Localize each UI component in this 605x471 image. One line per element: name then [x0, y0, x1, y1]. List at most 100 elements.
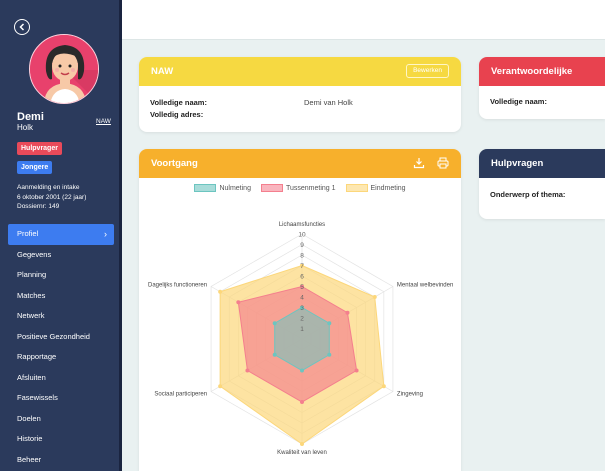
sidebar-item-label: Fasewissels: [17, 393, 58, 402]
legend-label: Eindmeting: [370, 184, 406, 192]
sidebar-item-historie[interactable]: Historie: [8, 429, 114, 450]
address-label: Volledig adres:: [150, 110, 204, 119]
sidebar-item-planning[interactable]: Planning: [8, 265, 114, 286]
category-label: Mentaal welbevinden: [397, 283, 453, 289]
full-name-value: Demi van Holk: [304, 98, 353, 107]
data-point: [272, 321, 277, 326]
data-point: [300, 284, 304, 289]
data-point: [300, 263, 304, 268]
data-point: [272, 352, 277, 357]
data-point: [327, 321, 332, 326]
dossier-number: Dossiernr: 149: [17, 203, 60, 210]
top-bar: [122, 0, 605, 40]
sidebar-item-rapportage[interactable]: Rapportage: [8, 347, 114, 368]
data-point: [354, 368, 359, 373]
hulpvragen-card: Hulpvragen Onderwerp of thema:: [479, 149, 605, 219]
data-point: [300, 368, 304, 373]
tick-label: 5: [300, 284, 304, 291]
profile-first-name: Demi: [17, 111, 44, 123]
category-label: Kwaliteit van leven: [277, 450, 327, 456]
voortgang-card-header: Voortgang: [139, 149, 461, 178]
legend-item-nulmeting[interactable]: Nulmeting: [194, 184, 251, 192]
download-icon[interactable]: [413, 157, 425, 169]
sidebar-item-doelen[interactable]: Doelen: [8, 409, 114, 430]
data-point: [345, 310, 350, 315]
tick-label: 2: [300, 316, 304, 323]
badge-hulpvrager: Hulpvrager: [17, 142, 62, 155]
edit-button[interactable]: Bewerken: [406, 64, 449, 78]
sidebar-item-afsluiten[interactable]: Afsluiten: [8, 368, 114, 389]
tick-label: 3: [300, 305, 304, 312]
topic-label: Onderwerp of thema:: [490, 190, 566, 199]
chart-legend: Nulmeting Tussenmeting 1 Eindmeting: [139, 184, 461, 192]
legend-item-eindmeting[interactable]: Eindmeting: [345, 184, 406, 192]
sidebar-scrollbar[interactable]: [119, 0, 122, 471]
hulpvragen-card-header: Hulpvragen: [479, 149, 605, 178]
data-point: [372, 295, 377, 299]
sidebar-item-label: Beheer: [17, 454, 42, 464]
verantwoordelijke-card-title: Verantwoordelijke: [491, 66, 573, 77]
sidebar-nav: Profiel › Gegevens Planning Matches Netwe…: [8, 224, 114, 470]
voortgang-card-title: Voortgang: [151, 158, 198, 169]
data-point: [236, 300, 241, 305]
back-button[interactable]: [14, 19, 30, 35]
tick-label: 7: [300, 263, 304, 270]
chevron-right-icon: ›: [104, 229, 107, 239]
data-point: [300, 400, 304, 404]
legend-swatch: [345, 184, 368, 192]
sidebar: Demi Holk NAW Hulpvrager Jongere Aanmeld…: [0, 0, 122, 471]
responsible-name-label: Volledige naam:: [490, 97, 547, 106]
data-point: [218, 384, 223, 389]
legend-swatch: [194, 184, 217, 192]
tick-label: 4: [300, 295, 304, 302]
sidebar-item-beheer[interactable]: Beheer: [8, 450, 114, 471]
radar-chart: 1 2 3 4 5 6 7 8 9 10 Lichaamsfuncties Mentaal welbe…: [148, 222, 453, 456]
naw-link[interactable]: NAW: [96, 118, 111, 125]
category-label: Lichaamsfuncties: [279, 222, 325, 228]
verantwoordelijke-card-header: Verantwoordelijke: [479, 57, 605, 86]
avatar: [29, 34, 99, 104]
legend-label: Nulmeting: [219, 184, 251, 192]
naw-card-header: NAW Bewerken: [139, 57, 461, 86]
sidebar-item-netwerk[interactable]: Netwerk: [8, 306, 114, 327]
naw-card: NAW Bewerken Volledige naam: Demi van Ho…: [139, 57, 461, 132]
sidebar-item-positieve-gezondheid[interactable]: Positieve Gezondheid: [8, 327, 114, 348]
profile-last-name: Holk: [17, 123, 34, 132]
sidebar-item-label: Afsluiten: [17, 372, 46, 382]
sidebar-item-label: Positieve Gezondheid: [17, 331, 90, 341]
full-name-label: Volledige naam:: [150, 98, 207, 107]
data-point: [218, 289, 223, 294]
data-point: [327, 352, 332, 357]
tick-label: 8: [300, 253, 304, 260]
hulpvragen-card-title: Hulpvragen: [491, 158, 544, 169]
sidebar-item-label: Historie: [17, 434, 43, 443]
data-point: [245, 368, 250, 373]
intake-info: Aanmelding en intake 6 oktober 2001 (22 …: [17, 183, 86, 212]
category-label: Dagelijks functioneren: [148, 283, 207, 289]
legend-item-tussenmeting[interactable]: Tussenmeting 1: [260, 184, 336, 192]
data-point: [300, 305, 304, 310]
tick-label: 1: [300, 326, 304, 333]
sidebar-item-label: Profiel: [17, 229, 39, 238]
sidebar-item-gegevens[interactable]: Gegevens: [8, 245, 114, 266]
verantwoordelijke-card: Verantwoordelijke Volledige naam:: [479, 57, 605, 119]
intake-line: Aanmelding en intake: [17, 184, 80, 191]
category-label: Zingeving: [397, 392, 423, 398]
voortgang-card: Voortgang Nulmeting Tussenmeting 1 Eindm…: [139, 149, 461, 471]
legend-swatch: [260, 184, 283, 192]
sidebar-item-label: Gegevens: [17, 249, 52, 259]
tick-label: 10: [298, 232, 306, 239]
badge-jongere: Jongere: [17, 161, 53, 174]
legend-label: Tussenmeting 1: [285, 184, 336, 192]
sidebar-item-profiel[interactable]: Profiel ›: [8, 224, 114, 245]
sidebar-item-label: Rapportage: [17, 352, 57, 361]
sidebar-item-fasewissels[interactable]: Fasewissels: [8, 388, 114, 409]
category-label: Sociaal participeren: [154, 392, 207, 398]
sidebar-item-label: Netwerk: [17, 311, 45, 320]
sidebar-item-label: Matches: [17, 290, 46, 300]
sidebar-item-label: Doelen: [17, 413, 41, 423]
sidebar-item-matches[interactable]: Matches: [8, 286, 114, 307]
printer-icon[interactable]: [437, 157, 449, 169]
naw-card-title: NAW: [151, 66, 174, 77]
tick-label: 9: [300, 242, 304, 249]
